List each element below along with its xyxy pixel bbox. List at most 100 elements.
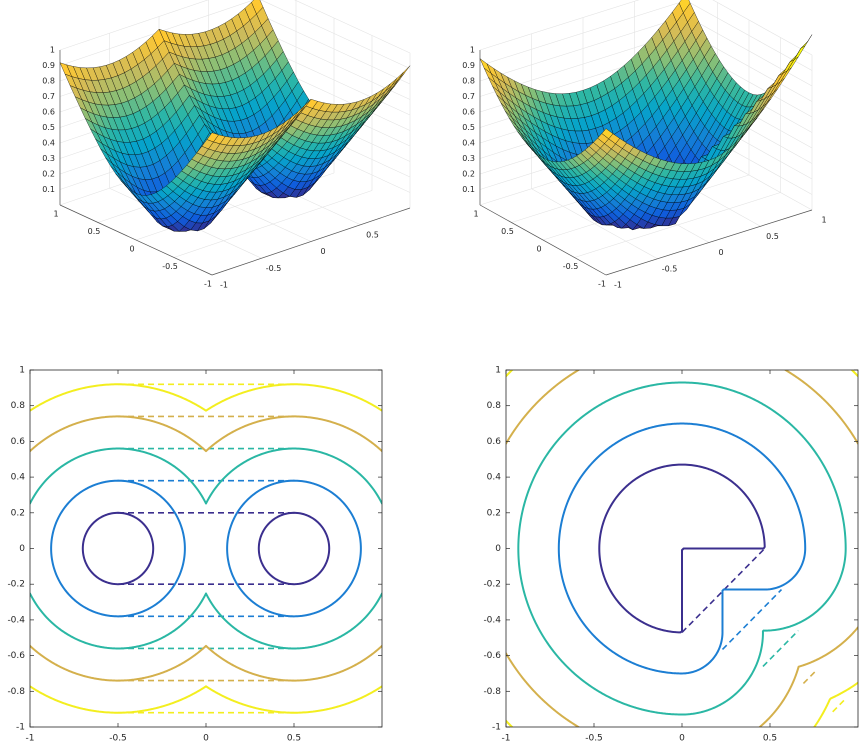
grid-line xyxy=(574,192,781,258)
y-tick-label: 0 xyxy=(536,245,541,254)
x-tick-label: -0.5 xyxy=(109,734,127,744)
plot-area xyxy=(30,370,382,727)
y-tick-label: -1 xyxy=(492,723,501,733)
y-tick-label: 0.8 xyxy=(11,401,26,411)
surface-patch xyxy=(206,132,219,143)
x-tick-label: -0.5 xyxy=(266,264,282,273)
y-tick-label: 0.2 xyxy=(11,508,25,518)
y-tick-label: 1 xyxy=(19,366,25,376)
y-tick-label: 1 xyxy=(53,210,58,219)
y-tick-label: 0.5 xyxy=(501,227,514,236)
axis-line xyxy=(605,209,813,276)
z-tick-label: 0.4 xyxy=(42,139,55,148)
x-tick-label: 0.5 xyxy=(763,734,777,744)
z-tick-label: 0.8 xyxy=(42,77,55,86)
axis-line xyxy=(211,207,411,276)
y-tick-label: 0.5 xyxy=(88,227,101,236)
y-tick-label: 0.4 xyxy=(11,473,26,483)
y-tick-label: 1 xyxy=(473,210,478,219)
x-tick-label: 0.5 xyxy=(366,230,379,239)
grid-line xyxy=(294,0,411,54)
z-tick-label: 0.3 xyxy=(462,154,475,163)
contour-line xyxy=(30,415,382,682)
x-tick-label: 0.5 xyxy=(766,232,779,241)
y-tick-label: 1 xyxy=(495,366,501,376)
grid-line xyxy=(173,190,373,258)
grid-line xyxy=(59,0,209,51)
x-tick-label: 1 xyxy=(821,216,826,225)
z-tick-label: 0.5 xyxy=(462,123,475,132)
contour-line xyxy=(598,463,766,634)
contours xyxy=(30,383,382,714)
y-tick-label: 0.2 xyxy=(487,508,501,518)
y-tick-label: -0.8 xyxy=(7,687,25,697)
surface-axes: 0.1 0.2 0.3 0.4 0.5 0.6 0.7 0.8 0.9 1 -1 -0.5 0 0.5 1 -… xyxy=(462,0,827,290)
z-tick-label: 0.6 xyxy=(42,108,55,117)
x-tick-label: -1 xyxy=(220,281,228,290)
axis-line xyxy=(479,204,607,276)
z-tick-label: 0.5 xyxy=(42,123,55,132)
x-tick-label: -1 xyxy=(26,734,35,744)
z-tick-label: 0.1 xyxy=(462,185,475,194)
y-tick-label: -0.2 xyxy=(7,580,25,590)
y-tick-label: 0.6 xyxy=(487,437,502,447)
z-tick-label: 0.6 xyxy=(462,108,475,117)
contour-line xyxy=(30,447,382,650)
z-tick-label: 0.3 xyxy=(42,154,55,163)
contour-line xyxy=(30,383,382,714)
dashed-contour xyxy=(762,630,799,667)
surface-patch xyxy=(601,128,614,140)
z-tick-label: 0.9 xyxy=(42,61,55,70)
z-tick-label: 0.2 xyxy=(42,170,55,179)
dashed-contour xyxy=(802,671,816,684)
surface-patch xyxy=(391,72,404,86)
y-tick-label: -0.2 xyxy=(483,580,501,590)
axis-line xyxy=(59,204,213,276)
y-tick-label: 0 xyxy=(495,544,501,554)
y-tick-label: -0.6 xyxy=(7,651,25,661)
y-tick-label: 0.6 xyxy=(11,437,26,447)
x-tick-label: -0.5 xyxy=(662,264,678,273)
y-tick-label: -1 xyxy=(16,723,25,733)
y-tick-label: -0.6 xyxy=(483,651,501,661)
y-tick-label: -0.5 xyxy=(162,262,178,271)
grid-line xyxy=(260,0,411,69)
y-tick-label: -1 xyxy=(598,280,606,289)
y-tick-label: 0.4 xyxy=(487,473,502,483)
contour-line xyxy=(506,370,858,727)
surface xyxy=(479,0,813,231)
contour-axes: -1 -0.5 0 0.5 -1 -0.8 -0.6 -0.4 -0.2 0 0.2 0.4 0.6 0.… xyxy=(483,366,859,744)
contour-line xyxy=(517,381,847,716)
x-tick-label: -1 xyxy=(614,281,622,290)
z-tick-label: 0.1 xyxy=(42,185,55,194)
y-tick-label: 0 xyxy=(19,544,25,554)
grid-line xyxy=(479,0,640,51)
x-tick-label: -1 xyxy=(502,734,511,744)
grid-line xyxy=(479,15,687,82)
grid-line xyxy=(685,15,813,87)
contour-line xyxy=(81,511,331,586)
dashed-contour xyxy=(721,588,783,650)
grid-line xyxy=(479,0,687,66)
z-tick-label: 0.9 xyxy=(462,61,475,70)
grid-line xyxy=(712,0,813,56)
x-tick-label: 0 xyxy=(320,247,325,256)
surface-axes: 0.1 0.2 0.3 0.4 0.5 0.6 0.7 0.8 0.9 1 -1 -0.5 0 0.5 1 -… xyxy=(42,0,411,290)
dashed-contour xyxy=(831,699,845,714)
z-tick-label: 0.8 xyxy=(462,77,475,86)
y-tick-label: 0.8 xyxy=(487,401,502,411)
x-tick-label: 0.5 xyxy=(287,734,301,744)
surface-patch xyxy=(398,65,411,80)
z-tick-label: 0.7 xyxy=(42,92,55,101)
surface-patch xyxy=(393,72,406,87)
x-tick-label: 0 xyxy=(718,248,723,257)
grid-line xyxy=(257,13,411,85)
y-tick-label: -0.5 xyxy=(563,262,579,271)
x-tick-label: -0.5 xyxy=(585,734,603,744)
contour-line xyxy=(50,479,362,618)
z-tick-label: 1 xyxy=(50,46,55,55)
grid-line xyxy=(685,0,813,71)
z-tick-label: 0.7 xyxy=(462,92,475,101)
y-tick-label: 0 xyxy=(129,245,134,254)
